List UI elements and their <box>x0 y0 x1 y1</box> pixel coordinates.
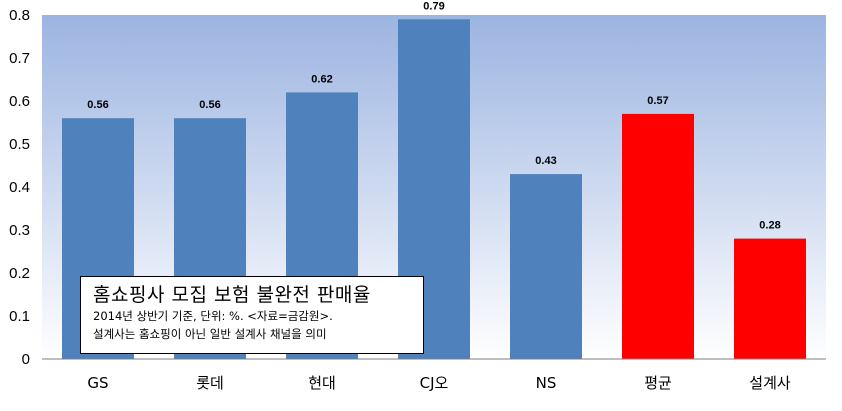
data-label-4: 0.43 <box>535 155 556 167</box>
annotation-title: 홈쇼핑사 모집 보험 불완전 판매율 <box>93 284 371 306</box>
annotation-line-1: 2014년 상반기 기준, 단위: %. <자료=금감원>. <box>93 309 333 323</box>
bar-6 <box>734 238 806 359</box>
category-label-6: 설계사 <box>749 374 791 392</box>
annotation-line-2: 설계사는 홈쇼핑이 아닌 일반 설계사 채널을 의미 <box>93 327 327 341</box>
category-label-4: NS <box>536 374 557 392</box>
y-tick-label: 0.5 <box>9 136 30 153</box>
category-label-2: 현대 <box>308 374 336 392</box>
data-label-1: 0.56 <box>199 99 220 111</box>
data-label-6: 0.28 <box>759 220 780 232</box>
category-label-3: CJ오 <box>420 374 449 392</box>
data-label-2: 0.62 <box>311 73 332 85</box>
bar-4 <box>510 174 582 359</box>
y-tick-label: 0.8 <box>9 7 30 24</box>
y-tick-label: 0.3 <box>9 222 30 239</box>
y-tick-label: 0.2 <box>9 265 30 282</box>
y-tick-label: 0.4 <box>9 179 30 196</box>
bar-5 <box>622 113 694 360</box>
data-label-5: 0.57 <box>647 95 668 107</box>
y-tick-label: 0 <box>22 351 30 368</box>
category-label-1: 롯데 <box>196 374 224 392</box>
category-label-5: 평균 <box>644 374 672 392</box>
y-tick-label: 0.7 <box>9 50 30 67</box>
data-label-3: 0.79 <box>423 0 444 12</box>
data-label-0: 0.56 <box>87 99 108 111</box>
annotation-box: 홈쇼핑사 모집 보험 불완전 판매율 2014년 상반기 기준, 단위: %. … <box>80 276 424 354</box>
y-tick-label: 0.1 <box>9 308 30 325</box>
y-tick-label: 0.6 <box>9 93 30 110</box>
category-label-0: GS <box>87 374 108 392</box>
